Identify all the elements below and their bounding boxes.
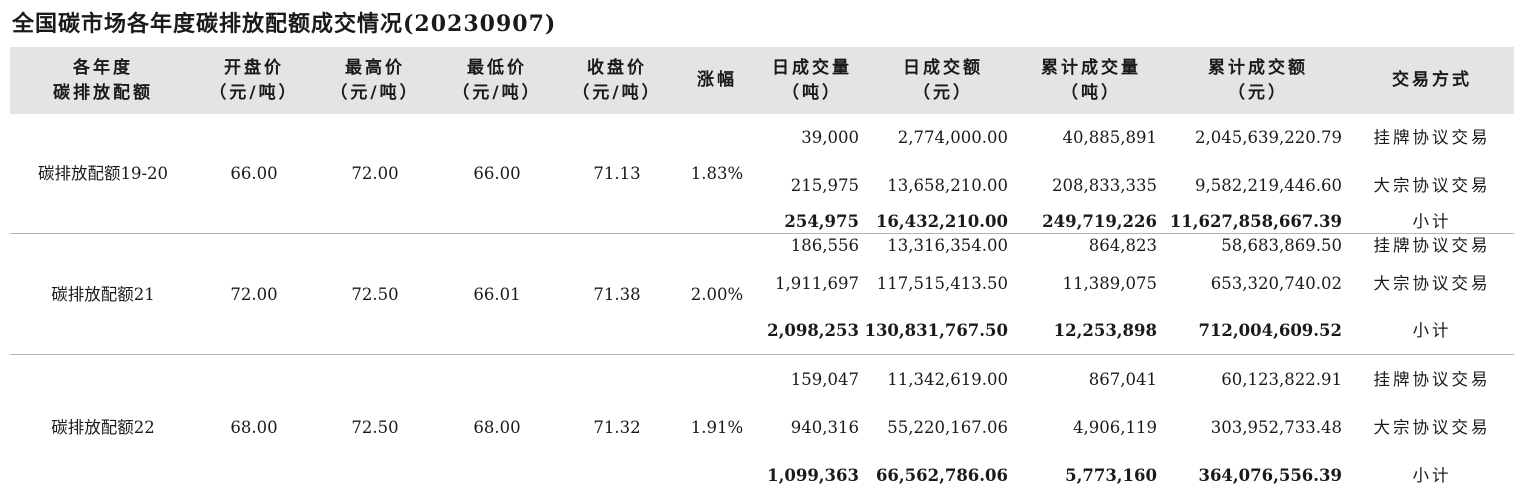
high-price: 72.50 — [351, 418, 399, 437]
header-unit: （元/吨） — [330, 82, 420, 103]
open-price: 72.00 — [230, 285, 278, 304]
header-daily-amount: 日成交额 （元） — [873, 47, 1013, 114]
daily-amount: 66,562,786.06 — [875, 466, 1008, 485]
trade-mode: 大宗协议交易 — [1373, 176, 1491, 195]
header-open-price: 开盘价 （元/吨） — [184, 47, 324, 114]
daily-amount: 16,432,210.00 — [875, 212, 1008, 231]
close-price: 71.13 — [593, 164, 641, 183]
daily-volume: 254,975 — [784, 212, 859, 231]
header-unit: （元/吨） — [209, 82, 299, 103]
close-price: 71.38 — [593, 285, 641, 304]
daily-amount: 117,515,413.50 — [876, 274, 1008, 293]
header-label: 累计成交量 — [1041, 57, 1141, 78]
header-unit: 碳排放配额 — [53, 82, 153, 103]
header-label: 交易方式 — [1392, 70, 1472, 90]
high-price: 72.00 — [351, 164, 399, 183]
daily-amount: 13,316,354.00 — [887, 236, 1008, 255]
open-price: 68.00 — [230, 418, 278, 437]
daily-amount: 55,220,167.06 — [887, 418, 1008, 437]
page-title: 全国碳市场各年度碳排放配额成交情况(20230907) — [12, 11, 557, 37]
header-change: 涨幅 — [647, 47, 787, 114]
open-price: 66.00 — [230, 164, 278, 183]
header-unit: （吨） — [1061, 82, 1121, 103]
subtotal-label: 小计 — [1412, 466, 1452, 485]
change-percent: 1.83% — [690, 164, 744, 183]
cumulative-volume: 208,833,335 — [1052, 176, 1157, 195]
cumulative-amount: 364,076,556.39 — [1198, 466, 1342, 485]
header-low-price: 最低价 （元/吨） — [427, 47, 567, 114]
daily-amount: 2,774,000.00 — [897, 128, 1008, 147]
header-unit: （吨） — [782, 82, 842, 103]
subtotal-label: 小计 — [1412, 321, 1452, 340]
daily-volume: 1,911,697 — [775, 274, 859, 293]
group-divider — [10, 354, 1514, 355]
daily-amount: 11,342,619.00 — [887, 370, 1008, 389]
trade-mode: 大宗协议交易 — [1373, 274, 1491, 293]
cumulative-amount: 712,004,609.52 — [1198, 321, 1342, 340]
quota-year-label: 碳排放配额19-20 — [37, 164, 169, 183]
header-trade-mode: 交易方式 — [1362, 47, 1502, 114]
cumulative-amount: 60,123,822.91 — [1221, 370, 1342, 389]
daily-volume: 940,316 — [790, 418, 859, 437]
cumulative-volume: 4,906,119 — [1073, 418, 1157, 437]
header-unit: （元） — [913, 82, 973, 103]
subtotal-label: 小计 — [1412, 212, 1452, 231]
daily-volume: 215,975 — [790, 176, 859, 195]
group-divider — [10, 233, 1514, 234]
header-unit: （元/吨） — [572, 82, 662, 103]
cumulative-amount: 9,582,219,446.60 — [1195, 176, 1342, 195]
header-high-price: 最高价 （元/吨） — [305, 47, 445, 114]
cumulative-volume: 867,041 — [1088, 370, 1157, 389]
low-price: 66.00 — [473, 164, 521, 183]
cumulative-volume: 40,885,891 — [1062, 128, 1157, 147]
daily-volume: 39,000 — [801, 128, 859, 147]
low-price: 66.01 — [473, 285, 521, 304]
header-label: 开盘价 — [224, 57, 284, 78]
header-label: 最低价 — [467, 57, 527, 78]
high-price: 72.50 — [351, 285, 399, 304]
header-label: 涨幅 — [697, 70, 737, 90]
daily-volume: 186,556 — [790, 236, 859, 255]
daily-amount: 13,658,210.00 — [887, 176, 1008, 195]
header-unit: （元） — [1228, 82, 1288, 103]
cumulative-volume: 11,389,075 — [1062, 274, 1157, 293]
daily-amount: 130,831,767.50 — [864, 321, 1008, 340]
header-label: 日成交额 — [903, 57, 983, 78]
header-label: 最高价 — [345, 57, 405, 78]
daily-volume: 2,098,253 — [767, 321, 859, 340]
change-percent: 1.91% — [690, 418, 744, 437]
header-label: 日成交量 — [772, 57, 852, 78]
cumulative-amount: 11,627,858,667.39 — [1169, 212, 1342, 231]
cumulative-volume: 249,719,226 — [1042, 212, 1157, 231]
trade-mode: 挂牌协议交易 — [1373, 370, 1491, 389]
cumulative-amount: 58,683,869.50 — [1221, 236, 1342, 255]
header-label: 收盘价 — [587, 57, 647, 78]
close-price: 71.32 — [593, 418, 641, 437]
quota-year-label: 碳排放配额21 — [51, 285, 155, 304]
trade-mode: 挂牌协议交易 — [1373, 236, 1491, 255]
cumulative-volume: 864,823 — [1088, 236, 1157, 255]
low-price: 68.00 — [473, 418, 521, 437]
daily-volume: 159,047 — [790, 370, 859, 389]
header-unit: （元/吨） — [452, 82, 542, 103]
cumulative-volume: 5,773,160 — [1065, 466, 1157, 485]
cumulative-volume: 12,253,898 — [1053, 321, 1157, 340]
trade-mode: 挂牌协议交易 — [1373, 128, 1491, 147]
header-label: 各年度 — [73, 57, 133, 78]
quota-year-label: 碳排放配额22 — [51, 418, 155, 437]
daily-volume: 1,099,363 — [767, 466, 859, 485]
header-annual-quota: 各年度 碳排放配额 — [33, 47, 173, 114]
header-close-price: 收盘价 （元/吨） — [547, 47, 687, 114]
cumulative-amount: 303,952,733.48 — [1210, 418, 1342, 437]
cumulative-amount: 653,320,740.02 — [1210, 274, 1342, 293]
header-label: 累计成交额 — [1208, 57, 1308, 78]
header-cumulative-amount: 累计成交额 （元） — [1188, 47, 1328, 114]
header-daily-volume: 日成交量 （吨） — [742, 47, 882, 114]
cumulative-amount: 2,045,639,220.79 — [1195, 128, 1342, 147]
header-cumulative-volume: 累计成交量 （吨） — [1021, 47, 1161, 114]
change-percent: 2.00% — [690, 285, 744, 304]
table-header: 各年度碳排放配额 开盘价 （元/吨） 最高价 （元/吨） 最低价 （元/吨） 收盘价 （元/吨）… — [10, 47, 1514, 114]
trade-mode: 大宗协议交易 — [1373, 418, 1491, 437]
